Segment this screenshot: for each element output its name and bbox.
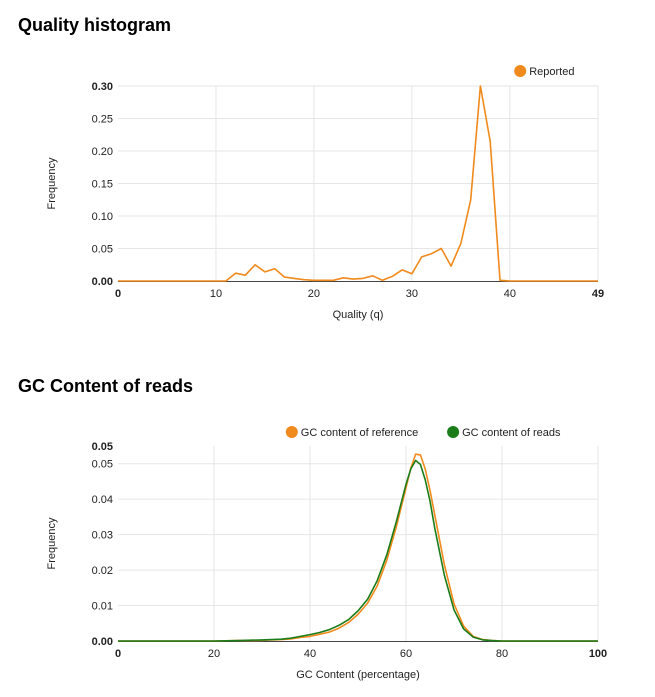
y-axis-label: Frequency	[46, 157, 58, 209]
y-tick-label: 0.20	[92, 146, 113, 158]
x-tick-label: 0	[115, 288, 121, 300]
x-tick-label: 80	[496, 648, 508, 660]
y-tick-label: 0.25	[92, 114, 113, 126]
legend-label-1: Reported	[529, 66, 574, 78]
legend-label-1: GC content of reference	[301, 427, 418, 439]
y-tick-label: 0.00	[92, 276, 113, 288]
y-tick-label: 0.02	[92, 565, 113, 577]
y-tick-label: 0.01	[92, 601, 113, 613]
x-tick-label: 0	[115, 648, 121, 660]
x-tick-label: 20	[208, 648, 220, 660]
y-tick-label: 0.10	[92, 211, 113, 223]
y-tick-label: 0.04	[92, 494, 113, 506]
series-line-1	[118, 453, 598, 642]
series-line-1	[118, 85, 598, 282]
y-tick-label: 0.03	[92, 530, 113, 542]
legend-marker-1	[285, 426, 298, 438]
y-tick-label: 0.30	[92, 81, 113, 93]
x-tick-label: 40	[304, 648, 316, 660]
y-tick-label: 0.05	[92, 459, 113, 471]
y-max-label: 0.05	[92, 441, 113, 453]
quality-histogram-title: Quality histogram	[18, 15, 172, 35]
x-axis-label: Quality (q)	[333, 309, 384, 321]
legend-marker-1	[514, 65, 527, 77]
y-axis-label: Frequency	[46, 517, 58, 569]
x-tick-label: 40	[504, 288, 516, 300]
x-tick-label: 10	[210, 288, 222, 300]
gc-content-title: GC Content of reads	[18, 376, 194, 396]
y-tick-label: 0.00	[92, 636, 113, 648]
y-tick-label: 0.05	[92, 244, 113, 256]
x-tick-label: 60	[400, 648, 412, 660]
x-tick-label: 20	[308, 288, 320, 300]
gc-content-chart: 0.00 0.01 0.02 0.03 0.04 0.05 0.05 0 20 40 60 80 100…	[46, 426, 607, 681]
x-tick-label: 30	[406, 288, 418, 300]
series-line-2	[118, 459, 598, 642]
x-tick-label: 49	[592, 288, 604, 300]
quality-histogram-chart: 0.00 0.05 0.10 0.15 0.20 0.25 0.30 0 10 20 30 40 49 Q…	[46, 65, 604, 321]
x-tick-label: 100	[589, 648, 607, 660]
legend-label-2: GC content of reads	[462, 427, 561, 439]
y-tick-label: 0.15	[92, 179, 113, 191]
x-axis-label: GC Content (percentage)	[296, 669, 420, 681]
legend-marker-2	[447, 426, 460, 438]
